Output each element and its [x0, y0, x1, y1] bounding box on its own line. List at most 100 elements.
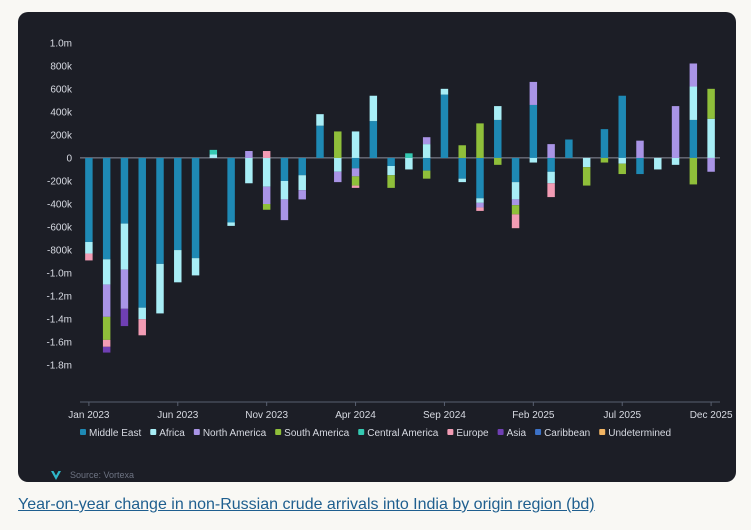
bar-segment — [565, 139, 573, 158]
y-tick-label: -1.2m — [46, 292, 72, 303]
bar-segment — [102, 316, 111, 340]
bar-segment — [351, 168, 360, 177]
legend-swatch — [599, 429, 606, 435]
bar-segment — [636, 140, 644, 158]
bar-segment — [511, 157, 520, 183]
vortexa-logo-icon — [51, 471, 61, 480]
bar-segment — [529, 104, 538, 158]
bar-segment — [494, 106, 502, 120]
bar-segment — [102, 157, 111, 260]
bar-segment — [351, 185, 360, 188]
bar-segment — [422, 144, 431, 158]
bar-segment — [689, 86, 698, 120]
bar-segment — [458, 157, 466, 179]
y-tick-label: -1.6m — [46, 338, 72, 349]
bar-segment — [618, 163, 626, 175]
bar-segment — [227, 157, 235, 223]
bar-segment — [280, 157, 289, 181]
bar-segment — [689, 63, 698, 87]
y-tick-label: -200k — [47, 176, 73, 187]
bar-segment — [174, 250, 182, 283]
legend-label: Middle East — [89, 428, 141, 439]
bar-segment — [85, 253, 93, 261]
bar-segment — [262, 204, 271, 210]
bar-segment — [707, 118, 715, 158]
bar-segment — [547, 171, 555, 184]
x-tick-label: Dec 2025 — [690, 410, 733, 421]
bar-segment — [476, 123, 484, 158]
bar-segment — [440, 88, 449, 95]
y-tick-label: -800k — [47, 246, 73, 257]
y-tick-label: 0 — [66, 153, 72, 164]
bar-segment — [191, 258, 200, 276]
bar-segment — [618, 95, 626, 158]
bar-segment — [351, 131, 360, 158]
y-tick-label: -600k — [47, 223, 73, 234]
bar-segment — [120, 308, 129, 327]
chart-caption-link[interactable]: Year-on-year change in non-Russian crude… — [18, 496, 595, 513]
bar-segment — [476, 202, 484, 208]
bar-segment — [156, 157, 164, 264]
bar-segment — [511, 214, 520, 229]
y-tick-label: -1.4m — [46, 315, 72, 326]
legend-swatch — [275, 429, 282, 435]
legend: Middle East Africa North America South Amer… — [80, 428, 671, 439]
bar-segment — [316, 114, 324, 126]
bar-segment — [405, 157, 413, 170]
bar-segment — [511, 182, 520, 200]
bar-segment — [458, 145, 466, 158]
bar-segment — [387, 157, 395, 166]
bar-segment — [316, 125, 324, 158]
bar-segment — [547, 144, 555, 158]
bar-segment — [547, 183, 555, 198]
bar-segment — [600, 157, 609, 163]
y-tick-label: -400k — [47, 200, 73, 211]
bar-segment — [422, 170, 431, 179]
bar-segment — [671, 106, 680, 158]
bar-segment — [102, 259, 111, 285]
y-tick-label: 800k — [50, 61, 73, 72]
bar-segment — [209, 154, 218, 158]
bar-segment — [476, 157, 484, 199]
legend-swatch — [150, 429, 157, 435]
x-tick-label: Feb 2025 — [512, 410, 555, 421]
bar-segment — [671, 157, 680, 165]
bar-segment — [440, 94, 449, 158]
bar-segment — [707, 88, 715, 119]
bar-segment — [102, 339, 111, 347]
bar-segment — [174, 157, 182, 251]
bar-segment — [262, 157, 271, 187]
x-tick-label: Jun 2023 — [157, 410, 199, 421]
bar-segment — [138, 307, 146, 320]
bar-series — [85, 63, 715, 353]
bar-segment — [138, 157, 146, 308]
stacked-bar-chart: 1.0m 800k 600k 400k 200k 0 -200k -400k -600k -800… — [46, 38, 733, 439]
bar-segment — [85, 157, 93, 243]
bar-segment — [156, 263, 164, 314]
bar-segment — [494, 157, 502, 165]
source-note: Source: Vortexa — [70, 470, 135, 480]
bar-segment — [334, 171, 342, 183]
bar-segment — [191, 157, 200, 259]
bar-segment — [654, 157, 662, 170]
bar-segment — [120, 157, 129, 224]
bar-segment — [387, 165, 395, 176]
bar-segment — [138, 319, 146, 336]
bar-segment — [102, 346, 111, 353]
y-tick-label: -1.8m — [46, 361, 72, 372]
bar-segment — [351, 176, 360, 186]
bar-segment — [120, 269, 129, 309]
legend-label: Asia — [507, 428, 527, 439]
axes: 1.0m 800k 600k 400k 200k 0 -200k -400k -600k -800… — [46, 38, 733, 421]
bar-segment — [369, 121, 378, 158]
bar-segment — [582, 167, 591, 186]
bar-segment — [209, 149, 218, 155]
bar-segment — [422, 157, 431, 171]
y-tick-label: 600k — [50, 84, 73, 95]
legend-swatch — [193, 429, 200, 435]
legend-swatch — [358, 429, 365, 435]
bar-segment — [529, 81, 538, 105]
bar-segment — [618, 157, 626, 164]
bar-segment — [387, 175, 395, 188]
bar-segment — [245, 151, 253, 158]
